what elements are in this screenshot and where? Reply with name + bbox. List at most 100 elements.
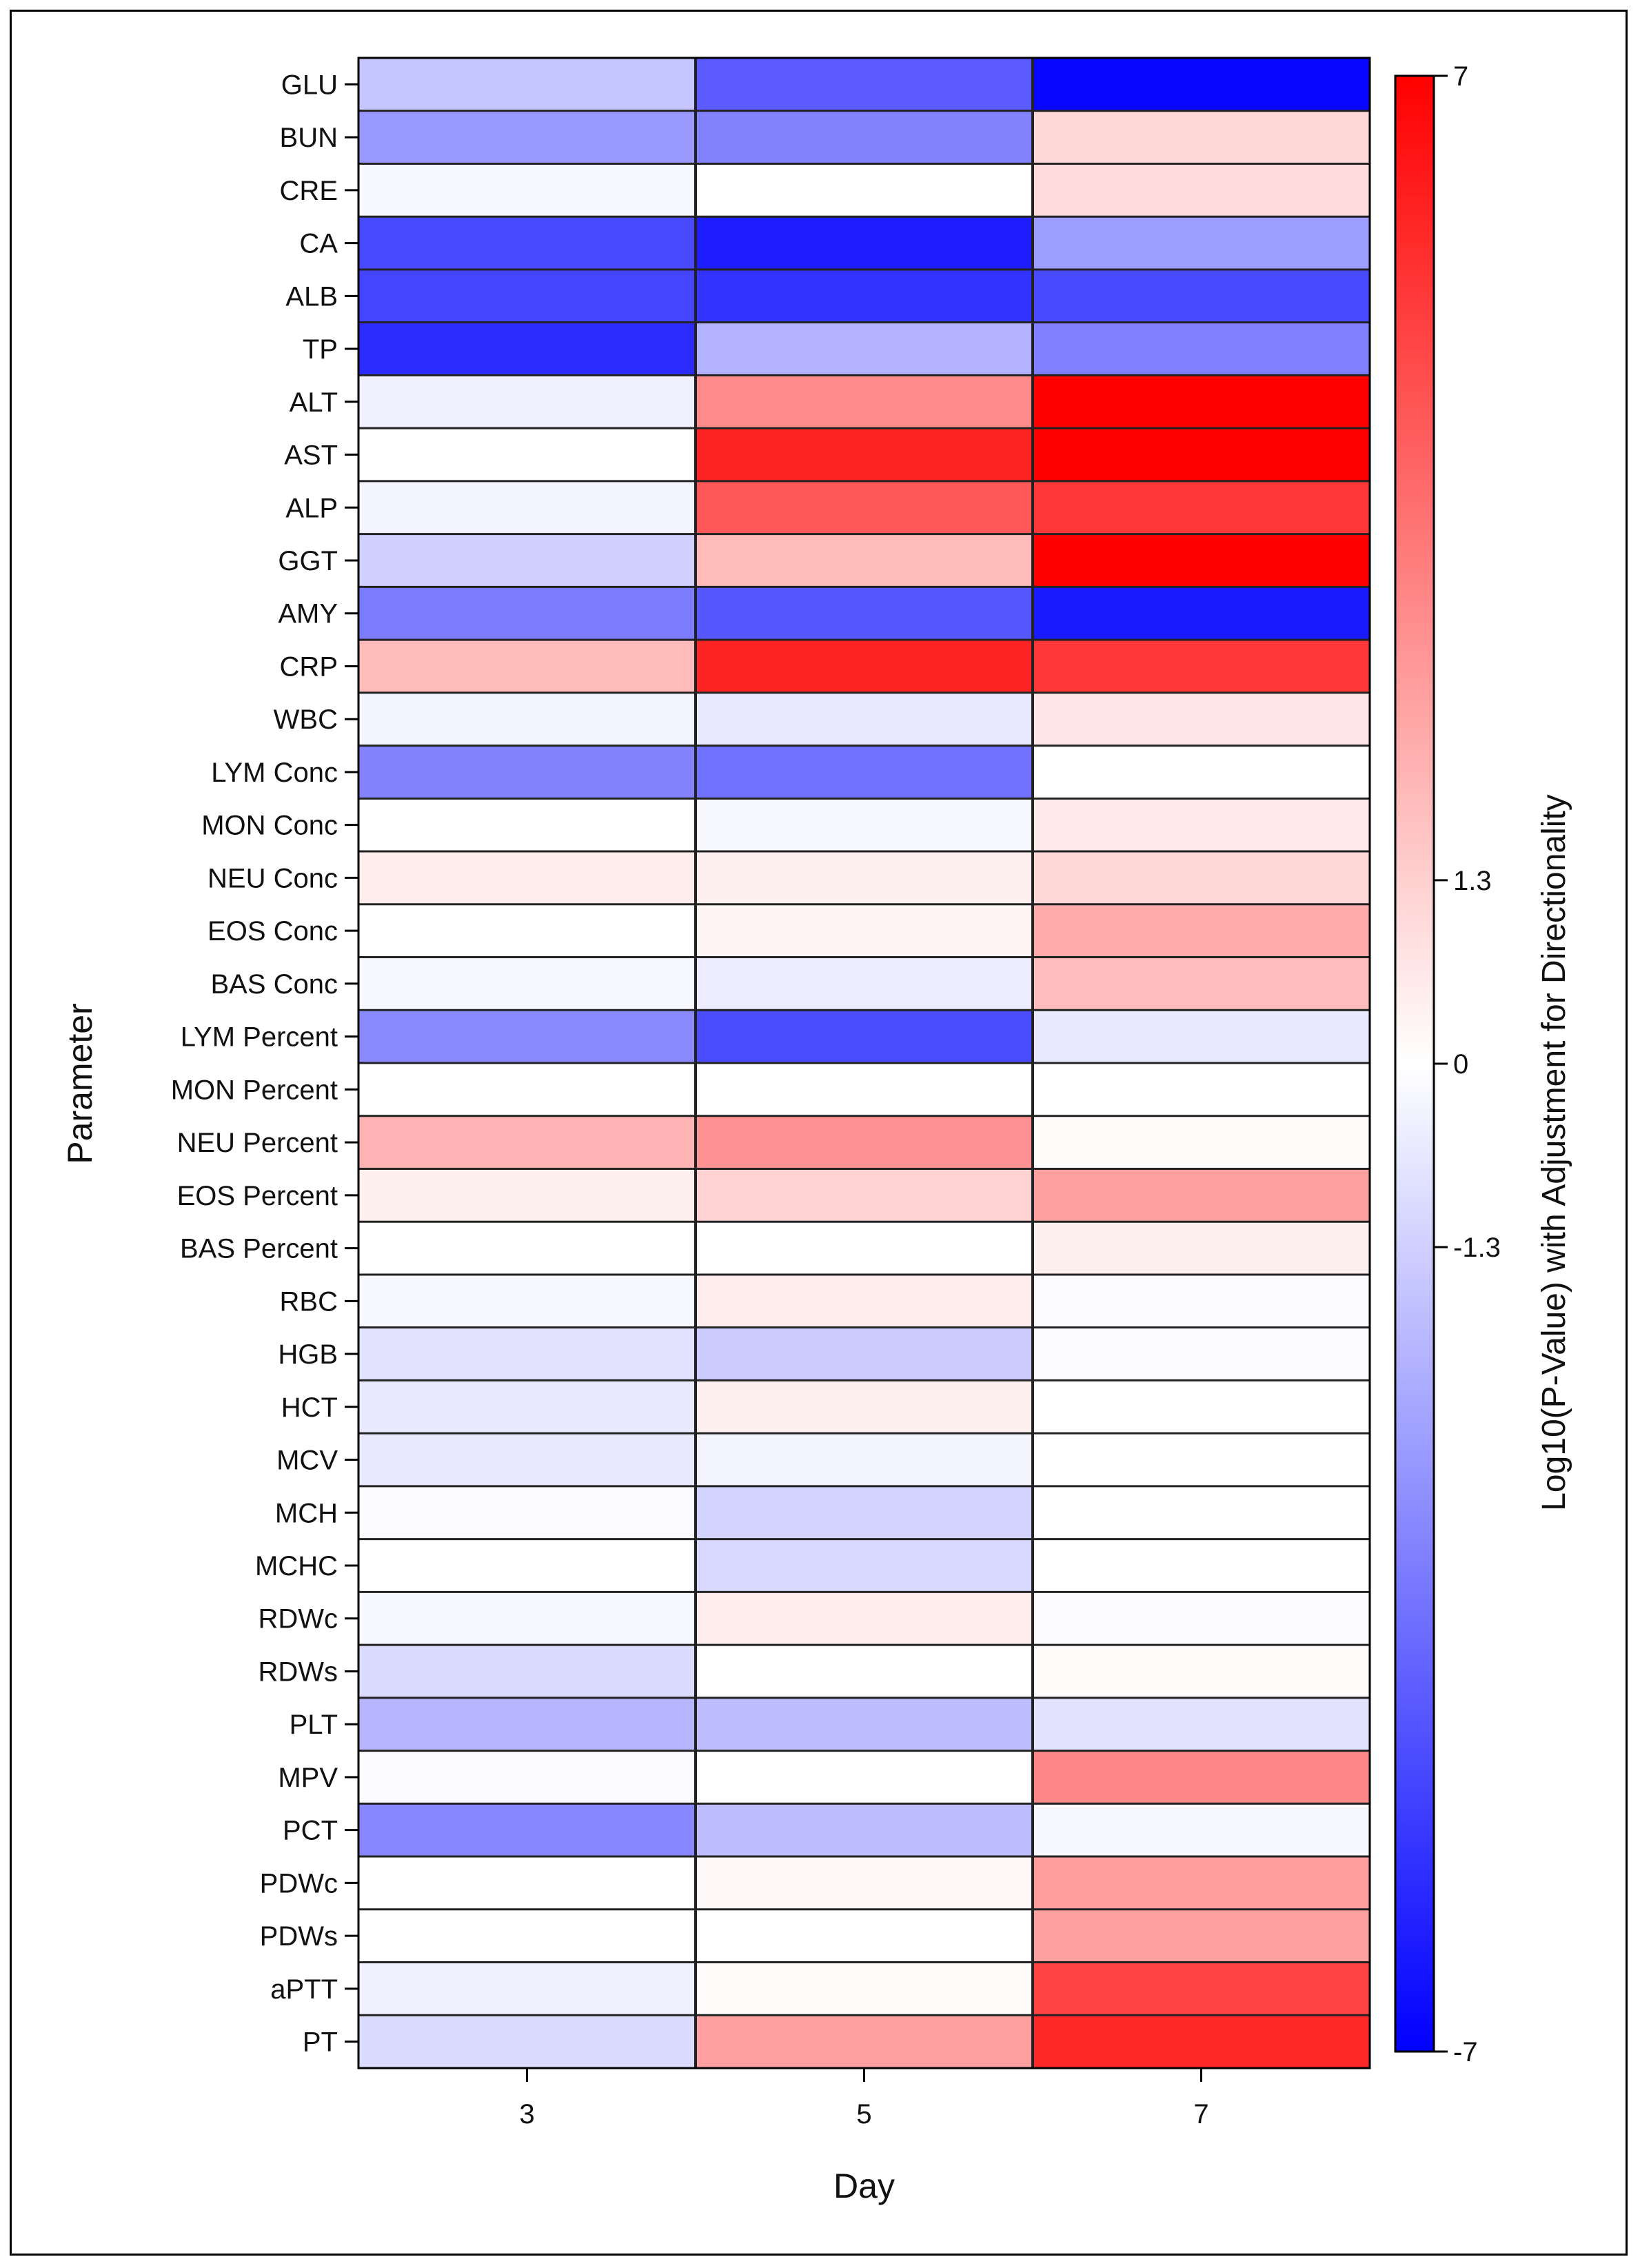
heatmap-cell-pt-day-7 bbox=[1033, 2015, 1370, 2068]
heatmap-cell-rbc-day-3 bbox=[358, 1274, 696, 1328]
heatmap-cell-rdws-day-7 bbox=[1033, 1645, 1370, 1698]
colorbar-tick-label: -7 bbox=[1453, 2037, 1478, 2067]
heatmap-cell-eos-percent-day-7 bbox=[1033, 1168, 1370, 1222]
y-tick-label: HCT bbox=[281, 1393, 338, 1423]
y-tick-label: GLU bbox=[281, 70, 338, 100]
y-tick-label: aPTT bbox=[270, 1974, 338, 2005]
colorbar-tick-label: 1.3 bbox=[1453, 866, 1492, 896]
y-tick-label: LYM Conc bbox=[211, 758, 338, 788]
colorbar-tick-label: -1.3 bbox=[1453, 1233, 1501, 1263]
heatmap-cell-mcv-day-7 bbox=[1033, 1433, 1370, 1486]
heatmap-cell-ca-day-5 bbox=[696, 216, 1033, 270]
y-tick-label: RBC bbox=[280, 1286, 338, 1317]
heatmap-cell-bun-day-3 bbox=[358, 110, 696, 164]
heatmap-cell-bas-conc-day-7 bbox=[1033, 957, 1370, 1011]
y-tick-label: LYM Percent bbox=[181, 1022, 338, 1053]
heatmap-cell-aptt-day-3 bbox=[358, 1962, 696, 2016]
heatmap-cell-wbc-day-3 bbox=[358, 692, 696, 746]
y-tick-label: PDWs bbox=[260, 1921, 338, 1952]
x-tick-label: 5 bbox=[856, 2099, 871, 2129]
y-tick-label: CRP bbox=[280, 651, 338, 682]
y-tick-label: NEU Percent bbox=[177, 1128, 338, 1158]
heatmap-cell-hgb-day-7 bbox=[1033, 1327, 1370, 1381]
heatmap-cell-mon-percent-day-5 bbox=[696, 1063, 1033, 1116]
heatmap-cell-alp-day-5 bbox=[696, 480, 1033, 534]
heatmap-cell-ca-day-3 bbox=[358, 216, 696, 270]
y-tick-label: TP bbox=[303, 334, 338, 365]
heatmap-cell-neu-conc-day-3 bbox=[358, 851, 696, 904]
heatmap-cell-pdwc-day-7 bbox=[1033, 1856, 1370, 1910]
heatmap-cell-neu-percent-day-3 bbox=[358, 1115, 696, 1169]
heatmap-cell-ast-day-3 bbox=[358, 428, 696, 481]
heatmap-cell-cre-day-3 bbox=[358, 163, 696, 217]
y-tick-label: RDWc bbox=[258, 1604, 338, 1634]
y-tick-label: MCH bbox=[275, 1498, 338, 1528]
y-tick-label: MON Percent bbox=[171, 1075, 338, 1105]
heatmap-cells bbox=[358, 58, 1370, 2068]
heatmap-cell-alt-day-5 bbox=[696, 375, 1033, 429]
heatmap-cell-hct-day-3 bbox=[358, 1380, 696, 1434]
colorbar-tick-label: 0 bbox=[1453, 1049, 1468, 1080]
heatmap-cell-aptt-day-5 bbox=[696, 1962, 1033, 2016]
heatmap-cell-pt-day-5 bbox=[696, 2015, 1033, 2068]
y-tick-label: BAS Conc bbox=[210, 969, 338, 1000]
heatmap-cell-rbc-day-7 bbox=[1033, 1274, 1370, 1328]
heatmap-cell-bun-day-5 bbox=[696, 110, 1033, 164]
colorbar-title: Log10(P-Value) with Adjustment for Direc… bbox=[1536, 794, 1572, 1511]
heatmap-cell-mchc-day-5 bbox=[696, 1539, 1033, 1592]
heatmap-cell-tp-day-5 bbox=[696, 322, 1033, 376]
heatmap-cell-lym-percent-day-7 bbox=[1033, 1010, 1370, 1063]
heatmap-cell-eos-percent-day-5 bbox=[696, 1168, 1033, 1222]
heatmap-cell-eos-conc-day-5 bbox=[696, 904, 1033, 958]
heatmap-cell-mon-percent-day-3 bbox=[358, 1063, 696, 1116]
heatmap-cell-plt-day-5 bbox=[696, 1697, 1033, 1751]
heatmap-cell-alp-day-7 bbox=[1033, 480, 1370, 534]
heatmap-cell-pdws-day-5 bbox=[696, 1909, 1033, 1963]
y-tick-label: EOS Percent bbox=[177, 1181, 338, 1211]
y-tick-label: GGT bbox=[278, 546, 338, 576]
heatmap-cell-rdws-day-3 bbox=[358, 1645, 696, 1698]
y-tick-label: MPV bbox=[278, 1763, 338, 1793]
heatmap-cell-mon-conc-day-5 bbox=[696, 798, 1033, 852]
heatmap-cell-alb-day-7 bbox=[1033, 269, 1370, 323]
heatmap-cell-alb-day-5 bbox=[696, 269, 1033, 323]
heatmap-cell-lym-percent-day-5 bbox=[696, 1010, 1033, 1063]
heatmap-cell-rbc-day-5 bbox=[696, 1274, 1033, 1328]
heatmap-cell-glu-day-7 bbox=[1033, 58, 1370, 111]
heatmap-cell-bas-percent-day-7 bbox=[1033, 1222, 1370, 1275]
x-axis-ticks: 3 5 7 bbox=[519, 2068, 1209, 2129]
heatmap-cell-eos-percent-day-3 bbox=[358, 1168, 696, 1222]
y-tick-label: PCT bbox=[283, 1816, 338, 1846]
y-tick-label: ALT bbox=[290, 387, 338, 418]
y-tick-label: PT bbox=[303, 2027, 338, 2058]
heatmap-cell-hgb-day-5 bbox=[696, 1327, 1033, 1381]
heatmap-cell-ggt-day-5 bbox=[696, 534, 1033, 587]
heatmap-cell-neu-conc-day-7 bbox=[1033, 851, 1370, 904]
heatmap-cell-ca-day-7 bbox=[1033, 216, 1370, 270]
heatmap-cell-neu-percent-day-7 bbox=[1033, 1115, 1370, 1169]
y-tick-label: PDWc bbox=[260, 1868, 338, 1899]
y-tick-label: BAS Percent bbox=[180, 1234, 338, 1264]
heatmap-cell-mchc-day-7 bbox=[1033, 1539, 1370, 1592]
heatmap-cell-mcv-day-3 bbox=[358, 1433, 696, 1486]
heatmap-cell-pdws-day-7 bbox=[1033, 1909, 1370, 1963]
heatmap-cell-hct-day-7 bbox=[1033, 1380, 1370, 1434]
heatmap-cell-mch-day-5 bbox=[696, 1486, 1033, 1539]
heatmap-cell-crp-day-3 bbox=[358, 640, 696, 693]
heatmap-cell-tp-day-7 bbox=[1033, 322, 1370, 376]
heatmap-cell-cre-day-5 bbox=[696, 163, 1033, 217]
heatmap-cell-rdwc-day-3 bbox=[358, 1592, 696, 1646]
heatmap-cell-eos-conc-day-3 bbox=[358, 904, 696, 958]
y-tick-label: BUN bbox=[280, 123, 338, 153]
x-axis-title: Day bbox=[833, 2167, 895, 2205]
heatmap-cell-amy-day-5 bbox=[696, 587, 1033, 640]
y-tick-label: MCV bbox=[276, 1446, 338, 1476]
y-tick-label: WBC bbox=[274, 705, 338, 735]
heatmap-cell-alt-day-7 bbox=[1033, 375, 1370, 429]
heatmap-cell-ast-day-7 bbox=[1033, 428, 1370, 481]
heatmap-cell-ggt-day-7 bbox=[1033, 534, 1370, 587]
heatmap-cell-mpv-day-7 bbox=[1033, 1750, 1370, 1804]
heatmap-cell-hgb-day-3 bbox=[358, 1327, 696, 1381]
heatmap-cell-lym-percent-day-3 bbox=[358, 1010, 696, 1063]
